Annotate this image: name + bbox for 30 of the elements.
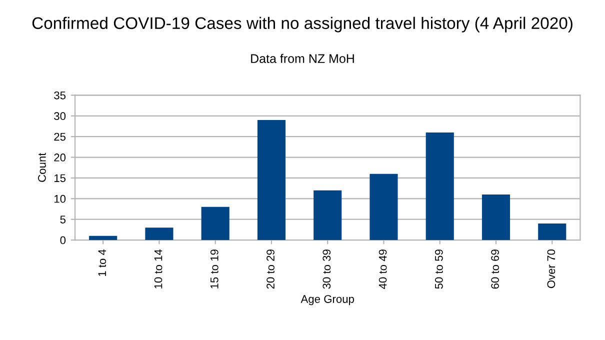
bar bbox=[145, 228, 174, 240]
x-tick-label: 15 to 19 bbox=[210, 250, 218, 288]
y-tick-label: 10 bbox=[54, 194, 66, 203]
bar bbox=[370, 174, 398, 240]
x-tick-label: 50 to 59 bbox=[434, 250, 443, 289]
x-tick-label: 20 to 29 bbox=[266, 250, 274, 289]
x-tick-label: 30 to 39 bbox=[322, 250, 331, 289]
x-tick-label: 1 to 4 bbox=[98, 249, 106, 276]
chart-subtitle: Data from NZ MoH bbox=[251, 54, 354, 64]
y-axis-title: Count bbox=[38, 152, 46, 182]
y-tick-label: 15 bbox=[54, 174, 66, 182]
bar bbox=[538, 223, 566, 240]
bar bbox=[201, 206, 230, 240]
bar bbox=[257, 120, 286, 240]
bar bbox=[426, 132, 454, 240]
y-tick-label: 35 bbox=[54, 91, 66, 100]
x-tick-label: 10 to 14 bbox=[154, 249, 162, 288]
x-tick-label: Over 70 bbox=[547, 250, 556, 288]
x-axis-title: Age Group bbox=[300, 295, 354, 306]
bar bbox=[482, 194, 510, 240]
y-tick-label: 5 bbox=[60, 216, 66, 224]
x-tick-label: 60 to 69 bbox=[491, 250, 499, 289]
y-tick-label: 30 bbox=[54, 112, 66, 120]
chart-title: Confirmed COVID-19 Cases with no assigned travel history (4 April 2020) bbox=[32, 16, 572, 32]
x-tick-label: 40 to 49 bbox=[378, 250, 387, 289]
y-tick-label: 25 bbox=[54, 132, 66, 141]
bar bbox=[89, 236, 118, 240]
y-tick-label: 20 bbox=[54, 154, 66, 162]
y-tick-label: 0 bbox=[60, 236, 66, 244]
bar bbox=[314, 190, 342, 240]
